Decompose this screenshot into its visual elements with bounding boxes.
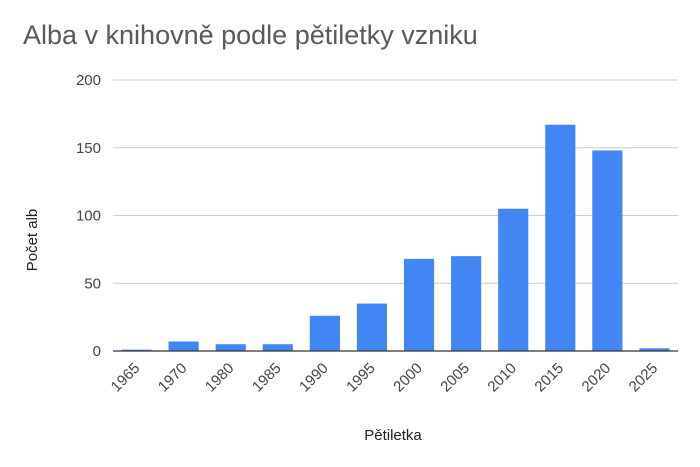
bar (545, 124, 576, 351)
bar (451, 256, 482, 351)
bar (592, 150, 623, 351)
bar (121, 349, 152, 351)
x-tick-label: 2025 (626, 360, 662, 396)
y-tick-label: 0 (93, 343, 101, 360)
bar (639, 348, 670, 351)
x-tick-label: 1990 (296, 360, 332, 396)
x-tick-label: 2015 (531, 360, 567, 396)
bar (215, 344, 246, 351)
bar (309, 315, 340, 351)
chart-title: Alba v knihovně podle pětiletky vzniku (23, 20, 478, 50)
x-tick-label: 1995 (343, 360, 379, 396)
x-tick-label: 1970 (155, 360, 191, 396)
bar (498, 208, 529, 351)
x-tick-label: 1965 (108, 360, 144, 396)
y-tick-label: 50 (84, 275, 101, 292)
y-tick-label: 150 (76, 140, 101, 157)
y-tick-label: 200 (76, 72, 101, 89)
x-tick-label: 2020 (579, 360, 615, 396)
x-tick-label: 2005 (437, 360, 473, 396)
bar (403, 258, 435, 351)
x-tick-label: 1980 (202, 360, 238, 396)
bar (356, 303, 388, 351)
y-tick-label: 100 (76, 208, 101, 225)
bar (168, 341, 199, 351)
gridlines (113, 79, 678, 284)
x-tick-label: 1985 (249, 360, 285, 396)
x-tick-label: 2000 (390, 360, 426, 396)
bar (262, 344, 293, 351)
x-axis-title: Pětiletka (364, 427, 422, 444)
y-axis-title: Počet alb (24, 209, 41, 272)
x-tick-label: 2010 (484, 360, 520, 396)
bars (121, 124, 670, 351)
